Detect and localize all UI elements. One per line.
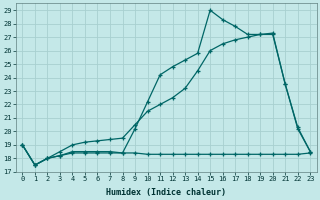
X-axis label: Humidex (Indice chaleur): Humidex (Indice chaleur) — [106, 188, 226, 197]
